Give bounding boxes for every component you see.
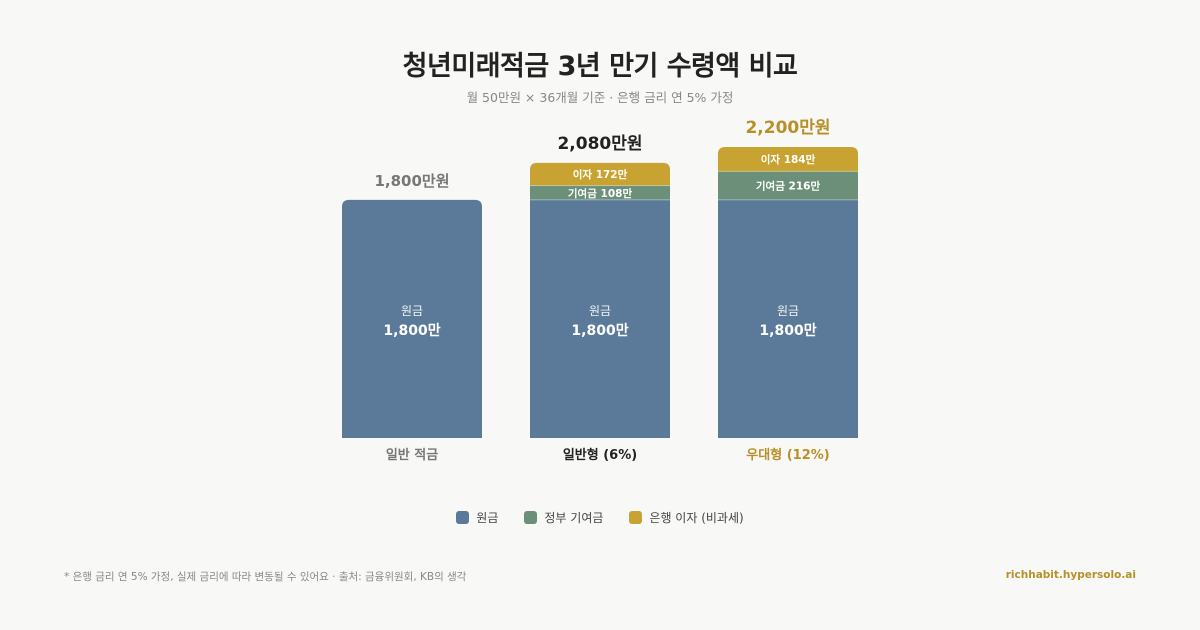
principal-label-0: 원금 — [401, 304, 423, 318]
government-label-2: 기여금 216만 — [756, 180, 821, 193]
government-label-1: 기여금 108만 — [568, 187, 633, 200]
chart-subtitle: 월 50만원 × 36개월 기준 · 은행 금리 연 5% 가정 — [466, 90, 734, 105]
principal-label-2: 원금 — [777, 304, 799, 318]
interest-label-1: 이자 172만 — [573, 168, 628, 181]
category-label-0: 일반 적금 — [386, 447, 438, 463]
bar-government-2 — [718, 171, 858, 200]
bar-interest-2 — [718, 147, 858, 172]
legend-label-principal: 원금 — [476, 511, 499, 525]
total-label-2: 2,200만원 — [745, 118, 830, 138]
interest-label-2: 이자 184만 — [761, 153, 816, 166]
legend-label-interest: 은행 이자 (비과세) — [649, 511, 744, 525]
legend-swatch-government — [524, 511, 538, 524]
principal-value-1: 1,800만 — [571, 323, 628, 339]
legend-label-government: 정부 기여금 — [544, 511, 604, 525]
total-label-1: 2,080만원 — [557, 134, 642, 154]
bar-principal-0 — [342, 199, 482, 438]
principal-value-0: 1,800만 — [383, 323, 440, 339]
legend-item-principal: 원금 — [456, 509, 498, 526]
bar-interest-1 — [530, 162, 670, 186]
legend-swatch-principal — [456, 511, 470, 524]
legend-item-government: 정부 기여금 — [524, 509, 603, 526]
site-link[interactable]: richhabit.hypersolo.ai — [1005, 569, 1136, 581]
principal-value-2: 1,800만 — [759, 323, 816, 339]
legend-item-interest: 은행 이자 (비과세) — [629, 509, 744, 526]
total-label-0: 1,800만원 — [374, 172, 449, 190]
chart-title: 청년미래적금 3년 만기 수령액 비교 — [402, 51, 798, 82]
chart-legend: 원금 정부 기여금 은행 이자 (비과세) — [0, 509, 1200, 526]
bar-principal-1 — [530, 199, 670, 438]
bar-government-1 — [530, 185, 670, 200]
principal-label-1: 원금 — [589, 304, 611, 318]
bar-principal-2 — [718, 199, 858, 438]
footnote: * 은행 금리 연 5% 가정, 실제 금리에 따라 변동될 수 있어요 · 출… — [64, 571, 467, 583]
legend-swatch-interest — [629, 511, 643, 524]
category-label-1: 일반형 (6%) — [563, 447, 637, 463]
category-label-2: 우대형 (12%) — [746, 447, 829, 463]
